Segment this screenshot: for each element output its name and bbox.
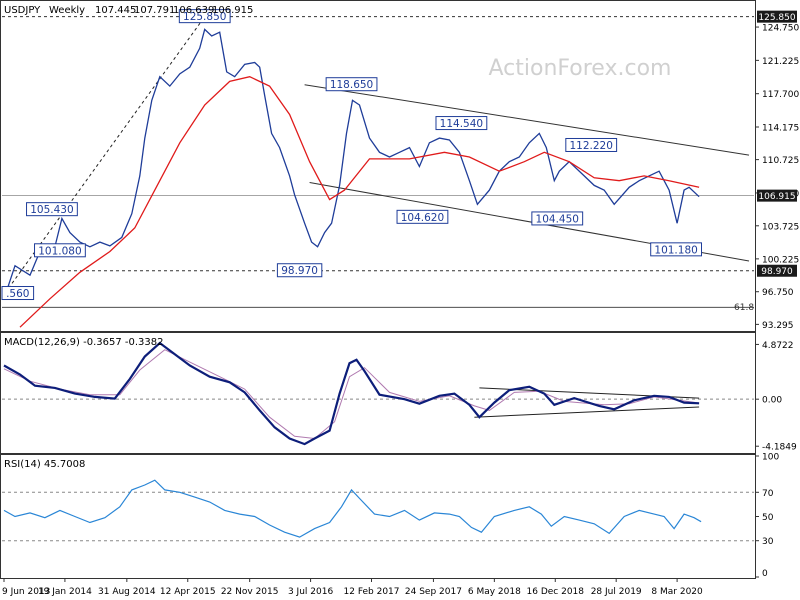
level-tag-label: 106.915 [758, 192, 795, 202]
ohlc-low: 106.639 [173, 5, 214, 16]
rsi-tick-label: 30 [762, 537, 774, 547]
macd-tick-label: -4.1849 [762, 443, 797, 453]
annotation-box [565, 137, 618, 152]
price-tick-label: 96.750 [762, 288, 794, 298]
annotation-label: 98.970 [281, 265, 318, 277]
macd-line [3, 341, 700, 446]
ohlc-high: 107.791 [134, 5, 175, 16]
x-tick-label: 8 Mar 2020 [651, 587, 703, 597]
macd-tick-label: 4.8722 [762, 341, 794, 351]
annotation-box [325, 77, 378, 92]
annotation-label: 101.180 [654, 244, 697, 256]
fib-label: 61.8 [734, 303, 754, 313]
price-tick-label: 93.295 [762, 321, 794, 331]
price-tick-label: 117.700 [762, 90, 799, 100]
x-tick-label: 16 Dec 2018 [527, 587, 585, 597]
rsi-label: RSI(14) 45.7008 [4, 459, 85, 470]
macd-panel-frame [0, 332, 756, 454]
x-tick-label: 31 Aug 2014 [98, 587, 156, 597]
annotation-label: 118.650 [330, 79, 373, 91]
annotation-label: 104.450 [536, 213, 579, 225]
annotation-box [276, 263, 323, 278]
level-tag [757, 10, 797, 23]
level-tag-label: 98.970 [761, 267, 793, 277]
macd-label: MACD(12,26,9) -0.3657 -0.3382 [4, 337, 164, 348]
price-panel-title: USDJPY [4, 5, 41, 16]
ohlc-open: 107.445 [95, 5, 136, 16]
level-tag [757, 264, 797, 277]
annotation-box [435, 116, 488, 131]
x-tick-label: 9 Jun 2013 [2, 587, 50, 597]
ohlc-close: 106.915 [212, 5, 253, 16]
x-tick-label: 3 Jul 2016 [288, 587, 333, 597]
x-tick-label: 6 May 2018 [468, 587, 521, 597]
x-tick-label: 12 Feb 2017 [344, 587, 400, 597]
rsi-line [3, 479, 702, 538]
annotation-label: 112.220 [570, 140, 613, 152]
annotation-box [178, 9, 231, 24]
annotation-box [34, 243, 86, 258]
annotation-label: 114.540 [440, 118, 483, 130]
macd-tick-label: 0.00 [762, 396, 782, 406]
moving-average-line [19, 76, 700, 328]
channel-upper-line [304, 84, 750, 156]
x-tick-label: 19 Jan 2014 [38, 587, 92, 597]
x-tick-label: 12 Apr 2015 [160, 587, 216, 597]
timeframe-label: Weekly [49, 5, 85, 16]
annotation-box [1, 286, 35, 301]
price-tick-label: 121.225 [762, 57, 799, 67]
macd-signal-line [3, 349, 700, 440]
rsi-tick-label: 0 [762, 569, 768, 579]
level-tag-label: 125.850 [758, 13, 795, 23]
price-tick-label: 124.750 [762, 24, 799, 34]
level-tag [757, 189, 797, 202]
rsi-panel-frame [0, 454, 756, 579]
price-tick-label: 100.225 [762, 255, 799, 265]
price-tick-label: 103.725 [762, 222, 799, 232]
rsi-tick-label: 70 [762, 489, 774, 499]
watermark-text: ActionForex.com [489, 56, 672, 81]
annotation-box [531, 211, 584, 226]
annotation-box [650, 242, 703, 257]
annotation-label: 105.430 [30, 204, 73, 216]
macd-trend-lower-line [474, 406, 700, 418]
annotation-label: 104.620 [401, 212, 444, 224]
price-tick-label: 114.175 [762, 124, 799, 134]
annotation-box [396, 209, 449, 224]
x-tick-label: 28 Jul 2019 [591, 587, 642, 597]
x-tick-label: 22 Nov 2015 [221, 587, 279, 597]
annotation-label: .560 [6, 288, 29, 300]
rsi-tick-label: 50 [762, 513, 774, 523]
price-panel-frame [0, 0, 756, 332]
x-tick-label: 24 Sep 2017 [405, 587, 462, 597]
annotation-label: 125.850 [183, 11, 226, 23]
annotation-box [26, 202, 78, 217]
rsi-tick-label: 100 [762, 453, 779, 463]
annotation-label: 101.080 [38, 245, 81, 257]
price-tick-label: 110.725 [762, 156, 799, 166]
